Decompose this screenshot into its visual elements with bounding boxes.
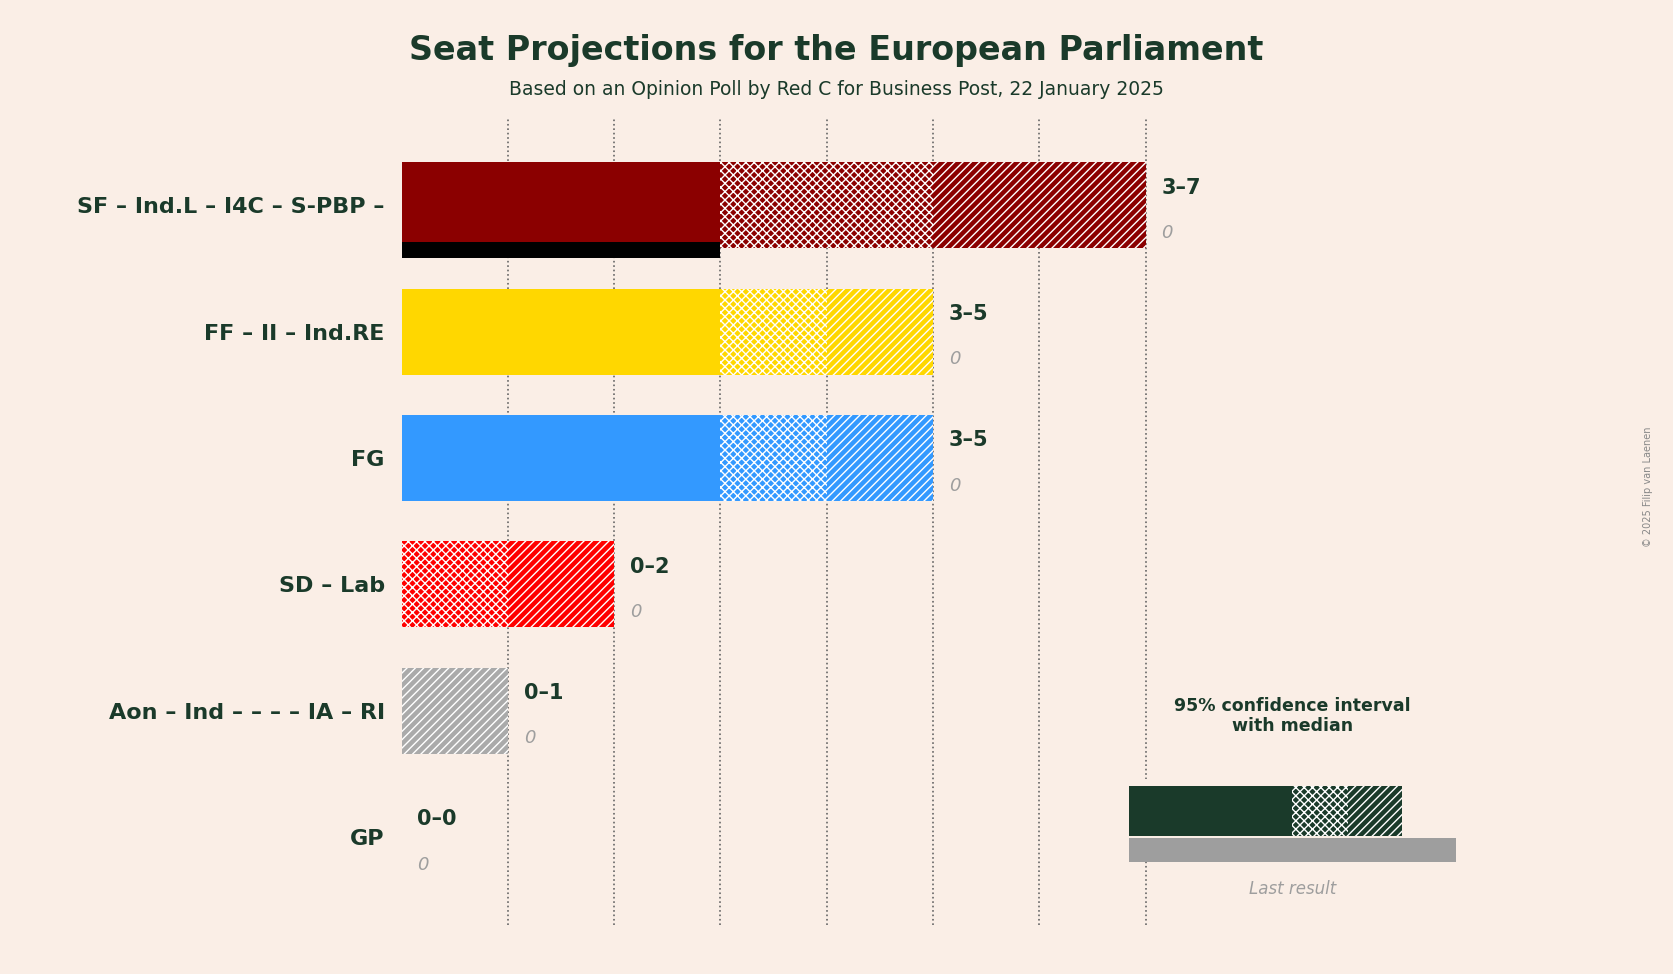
Text: Last result: Last result	[1248, 880, 1337, 897]
Bar	[1293, 785, 1348, 836]
Bar	[721, 415, 826, 501]
Bar	[934, 163, 1146, 248]
Text: 0: 0	[524, 730, 535, 747]
Text: 95% confidence interval
with median: 95% confidence interval with median	[1174, 696, 1410, 735]
Bar	[826, 288, 934, 375]
Text: Based on an Opinion Poll by Red C for Business Post, 22 January 2025: Based on an Opinion Poll by Red C for Bu…	[509, 80, 1164, 99]
Text: 0: 0	[1161, 224, 1173, 243]
Bar	[402, 667, 509, 754]
Bar	[721, 288, 826, 375]
Bar	[1129, 785, 1293, 836]
Text: 0: 0	[418, 856, 428, 874]
Bar	[402, 415, 721, 501]
Text: 0–2: 0–2	[631, 556, 669, 577]
Bar	[721, 163, 934, 248]
Text: 0–1: 0–1	[524, 683, 564, 703]
Text: 3–5: 3–5	[949, 431, 989, 450]
Bar	[402, 243, 721, 257]
Bar	[402, 542, 509, 627]
Text: 0: 0	[631, 603, 641, 621]
Bar	[402, 163, 721, 248]
Text: 0: 0	[949, 476, 960, 495]
Bar	[1348, 785, 1402, 836]
Bar	[509, 542, 614, 627]
Text: © 2025 Filip van Laenen: © 2025 Filip van Laenen	[1643, 427, 1653, 547]
Text: 3–5: 3–5	[949, 304, 989, 324]
Text: Seat Projections for the European Parliament: Seat Projections for the European Parlia…	[410, 34, 1263, 67]
Text: 0: 0	[949, 351, 960, 368]
Bar	[826, 415, 934, 501]
Text: 0–0: 0–0	[418, 809, 457, 829]
Text: 3–7: 3–7	[1161, 177, 1201, 198]
Bar	[402, 288, 721, 375]
